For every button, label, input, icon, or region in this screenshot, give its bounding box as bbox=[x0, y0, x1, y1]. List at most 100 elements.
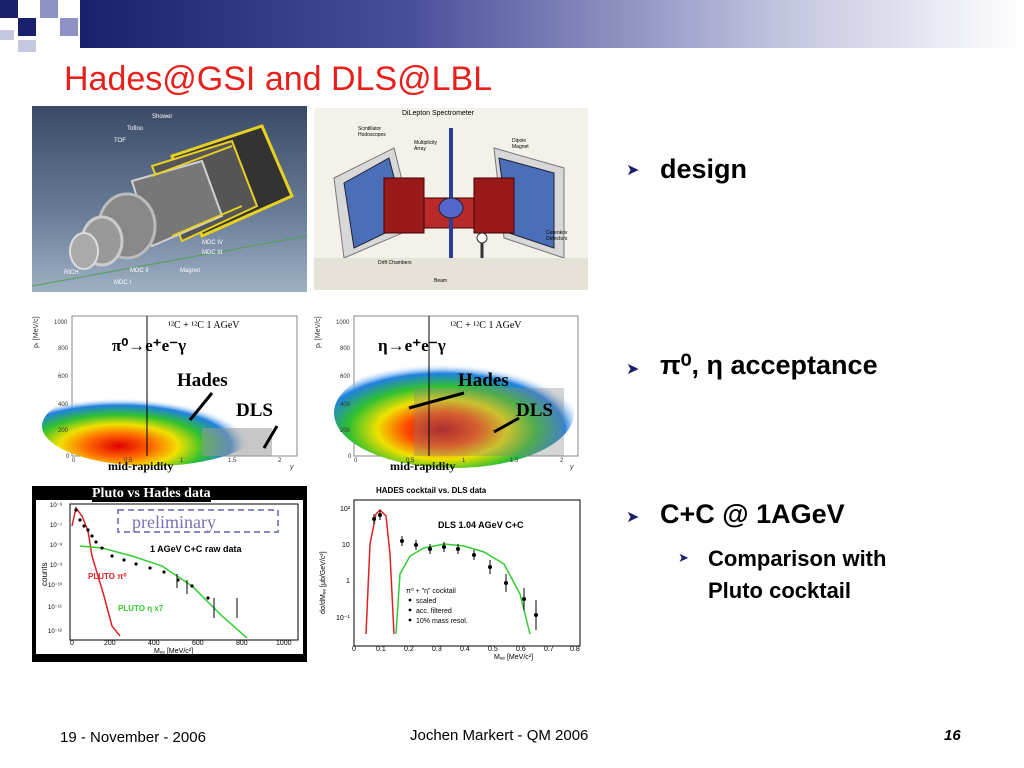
dls-label-drift: Drift Chambers bbox=[378, 260, 412, 266]
cocktail-xlabel: Mₑₑ [MeV/c²] bbox=[494, 654, 534, 661]
acc-pi0-xtick-0: 0 bbox=[72, 458, 76, 464]
pluto-vs-hades-figure: Pluto vs Hades data preliminary 1 AGeV C… bbox=[32, 486, 307, 662]
cocktail-vs-dls-figure: HADES cocktail vs. DLS data DLS 1.04 AGe… bbox=[314, 484, 588, 664]
pluto-ytick-5: 10⁻¹¹ bbox=[48, 605, 62, 611]
acc-pi0-xtick-4: 2 bbox=[278, 458, 282, 464]
dls-figure-title: DiLepton Spectrometer bbox=[402, 110, 474, 117]
deco-square-5 bbox=[18, 40, 36, 52]
cocktail-ytick-0: 10² bbox=[340, 506, 351, 513]
acc-eta-xtick-3: 1.5 bbox=[510, 458, 519, 464]
hades-label-magnet: Magnet bbox=[180, 268, 201, 274]
acc-eta-ytick-3: 400 bbox=[340, 402, 351, 408]
hades-label-mdc4: MDC IV bbox=[202, 240, 223, 246]
bullet-arrow-icon: ➤ bbox=[626, 361, 640, 378]
dls-label-dipole: Dipole Magnet bbox=[512, 138, 529, 150]
acc-eta-midrapidity: mid-rapidity bbox=[390, 459, 456, 473]
cocktail-xtick-3: 0.3 bbox=[432, 646, 442, 653]
acc-eta-ytick-0: 1000 bbox=[336, 320, 350, 326]
dls-label-cerenkov: Cerenkov Detectors bbox=[546, 230, 568, 242]
pluto-xtick-3: 600 bbox=[192, 640, 204, 647]
acc-pi0-xtick-1: 0.5 bbox=[124, 458, 133, 464]
acc-eta-xtick-4: 2 bbox=[560, 458, 564, 464]
acceptance-pi0-plot bbox=[42, 315, 298, 466]
cocktail-xtick-6: 0.6 bbox=[516, 646, 526, 653]
cocktail-xtick-7: 0.7 bbox=[544, 646, 554, 653]
cocktail-xtick-1: 0.1 bbox=[376, 646, 386, 653]
page-title: Hades@GSI and DLS@LBL bbox=[64, 60, 493, 98]
acc-eta-ylabel: pₜ [MeV/c] bbox=[315, 316, 322, 348]
hades-label-mdc3: MDC III bbox=[202, 250, 223, 256]
acc-pi0-ytick-1: 800 bbox=[58, 346, 69, 352]
bullet-cc-energy: C+C @ 1AGeV bbox=[660, 499, 845, 529]
hades-label-mdc2: MDC II bbox=[130, 268, 149, 274]
pluto-plot bbox=[69, 503, 299, 641]
acceptance-eta-figure: pₜ [MeV/c] 1000 800 600 400 200 0 0 0.5 … bbox=[314, 308, 588, 476]
acc-eta-ytick-4: 200 bbox=[340, 428, 351, 434]
footer-page-number: 16 bbox=[944, 727, 961, 744]
cocktail-legend-1: scaled bbox=[416, 598, 437, 605]
acc-pi0-decay: π⁰→e⁺e⁻γ bbox=[112, 336, 187, 355]
cocktail-xtick-4: 0.4 bbox=[460, 646, 470, 653]
acc-pi0-hades-label: Hades bbox=[177, 370, 228, 391]
acc-pi0-ytick-5: 0 bbox=[66, 454, 70, 460]
top-gradient-bar bbox=[80, 0, 1024, 48]
acc-pi0-ytick-4: 200 bbox=[58, 428, 69, 434]
deco-square-6 bbox=[0, 30, 14, 40]
pluto-xtick-1: 200 bbox=[104, 640, 116, 647]
acc-eta-dls-label: DLS bbox=[516, 400, 553, 421]
acceptance-eta-plot bbox=[334, 315, 579, 468]
pluto-xlabel: Mₑₑ [MeV/c²] bbox=[154, 648, 194, 655]
footer-date: 19 - November - 2006 bbox=[60, 729, 206, 746]
dls-spectrometer-figure: DiLepton Spectrometer Scintillator Hodos… bbox=[314, 108, 588, 290]
acc-pi0-ytick-0: 1000 bbox=[54, 320, 68, 326]
acc-eta-hades-label: Hades bbox=[458, 370, 509, 391]
hades-label-rich: RICH bbox=[64, 270, 79, 276]
acc-eta-ytick-2: 600 bbox=[340, 374, 351, 380]
acceptance-pi0-figure: pₜ [MeV/c] 1000 800 600 400 200 0 0 0.5 … bbox=[32, 308, 307, 476]
hades-label-shower: Shower bbox=[152, 114, 173, 120]
cocktail-legend-2: acc. filtered bbox=[416, 608, 452, 615]
sub-bullet-comparison-line2: Pluto cocktail bbox=[708, 578, 852, 603]
acc-eta-xtick-0: 0 bbox=[354, 458, 358, 464]
pluto-header: Pluto vs Hades data bbox=[92, 486, 211, 502]
sub-bullet-arrow-icon: ➤ bbox=[678, 550, 689, 565]
hades-label-mdc1: MDC I bbox=[114, 280, 131, 286]
acc-pi0-ytick-2: 600 bbox=[58, 374, 69, 380]
cocktail-legend-3: 10% mass resol. bbox=[416, 618, 468, 625]
cocktail-dls-label: DLS 1.04 AGeV C+C bbox=[438, 520, 524, 530]
acc-pi0-xtick-3: 1.5 bbox=[228, 458, 237, 464]
acc-eta-xlabel: y bbox=[570, 464, 574, 471]
cocktail-plot bbox=[353, 499, 581, 647]
pluto-ytick-1: 10⁻⁷ bbox=[50, 523, 63, 529]
acc-eta-ytick-5: 0 bbox=[348, 454, 352, 460]
cocktail-xtick-5: 0.5 bbox=[488, 646, 498, 653]
deco-square-1 bbox=[0, 0, 18, 18]
hades-label-tof: TOF bbox=[114, 138, 126, 144]
pluto-pi0-label: PLUTO π⁰ bbox=[88, 572, 127, 581]
bullet-acceptance: π⁰, η acceptance bbox=[660, 350, 878, 380]
dls-label-scint: Scintillator Hodoscopes bbox=[358, 126, 386, 138]
acc-eta-ytick-1: 800 bbox=[340, 346, 351, 352]
cocktail-xtick-8: 0.8 bbox=[570, 646, 580, 653]
cocktail-xtick-2: 0.2 bbox=[404, 646, 414, 653]
sub-bullet-comparison-line1: Comparison with bbox=[708, 546, 887, 571]
pluto-plot-area bbox=[36, 500, 303, 654]
hades-detector-figure: Shower Tofino TOF RICH MDC I MDC II MDC … bbox=[32, 106, 307, 292]
acc-eta-reaction: ¹²C + ¹²C 1 AGeV bbox=[450, 320, 522, 331]
dls-label-multiplicity: Multiplicity Array bbox=[414, 140, 438, 152]
acc-eta-xtick-2: 1 bbox=[462, 458, 466, 464]
acc-pi0-midrapidity: mid-rapidity bbox=[108, 459, 174, 473]
acc-pi0-ytick-3: 400 bbox=[58, 402, 69, 408]
acc-eta-decay: η→e⁺e⁻γ bbox=[378, 336, 446, 355]
deco-square-4 bbox=[60, 18, 78, 36]
cocktail-ytick-3: 10⁻¹ bbox=[336, 615, 350, 622]
cocktail-ytick-1: 10 bbox=[342, 542, 350, 549]
pluto-ytick-0: 10⁻⁶ bbox=[50, 503, 63, 509]
deco-square-2 bbox=[18, 18, 36, 36]
acc-pi0-dls-label: DLS bbox=[236, 400, 273, 421]
hades-detector-drawing bbox=[32, 106, 307, 292]
pluto-xtick-0: 0 bbox=[70, 640, 74, 647]
pluto-xtick-2: 400 bbox=[148, 640, 160, 647]
acc-pi0-xtick-2: 1 bbox=[180, 458, 184, 464]
pluto-ytick-3: 10⁻⁹ bbox=[50, 563, 63, 569]
